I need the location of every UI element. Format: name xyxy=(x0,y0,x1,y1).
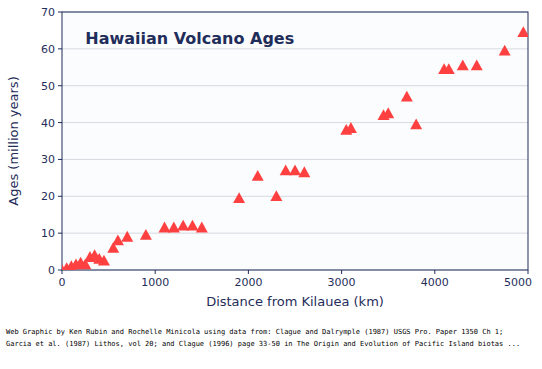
tick-label: 30 xyxy=(41,153,55,166)
x-axis-label: Distance from Kilauea (km) xyxy=(206,294,384,309)
tick-mark xyxy=(58,270,62,271)
tick-label: 20 xyxy=(41,190,55,203)
point xyxy=(517,26,528,37)
tick-mark xyxy=(58,12,62,13)
point xyxy=(499,45,511,56)
tick-mark xyxy=(58,233,62,234)
grid-line xyxy=(62,196,528,197)
tick-label: 50 xyxy=(41,80,55,93)
tick-label: 3000 xyxy=(328,276,356,289)
point xyxy=(457,59,469,70)
caption: Web Graphic by Ken Rubin and Rochelle Mi… xyxy=(6,328,503,336)
point xyxy=(382,107,394,118)
point xyxy=(410,118,422,129)
point xyxy=(280,164,292,175)
point xyxy=(401,91,413,102)
tick-mark xyxy=(58,159,62,160)
grid-line xyxy=(62,159,528,160)
tick-mark xyxy=(434,270,435,274)
point xyxy=(289,164,301,175)
tick-label: 70 xyxy=(41,6,55,19)
point xyxy=(233,192,245,203)
point xyxy=(471,59,483,70)
point xyxy=(345,122,357,133)
point xyxy=(98,255,110,266)
tick-mark xyxy=(58,48,62,49)
grid-line xyxy=(62,233,528,234)
tick-mark xyxy=(155,270,156,274)
point xyxy=(196,222,208,233)
point xyxy=(177,220,189,231)
plot-area xyxy=(62,12,528,270)
tick-label: 0 xyxy=(48,264,55,277)
title: Hawaiian Volcano Ages xyxy=(85,29,294,48)
point xyxy=(159,222,171,233)
grid-line xyxy=(62,48,528,49)
tick-mark xyxy=(62,270,63,274)
tick-label: 4000 xyxy=(421,276,449,289)
tick-mark xyxy=(248,270,249,274)
point xyxy=(168,222,180,233)
tick-mark xyxy=(528,270,529,274)
tick-label: 5000 xyxy=(504,276,532,289)
tick-mark xyxy=(58,85,62,86)
point xyxy=(186,220,198,231)
y-axis-label: Ages (million years) xyxy=(6,76,21,205)
tick-label: 40 xyxy=(41,117,55,130)
tick-mark xyxy=(58,122,62,123)
plot-frame xyxy=(62,12,528,270)
point xyxy=(112,235,124,246)
point xyxy=(121,231,133,242)
grid-line xyxy=(62,85,528,86)
point xyxy=(252,170,264,181)
grid-line xyxy=(62,122,528,123)
tick-label: 2000 xyxy=(234,276,262,289)
point xyxy=(140,229,152,240)
point xyxy=(270,190,282,201)
tick-label: 1000 xyxy=(141,276,169,289)
points xyxy=(62,26,528,270)
point xyxy=(298,166,310,177)
tick-label: 0 xyxy=(59,276,66,289)
tick-mark xyxy=(341,270,342,274)
point xyxy=(443,63,455,74)
caption: Garcia et al. (1987) Lithos, vol 20; and… xyxy=(6,340,520,348)
tick-mark xyxy=(58,196,62,197)
tick-label: 10 xyxy=(41,227,55,240)
chart: 0 10 20 30 40 50 60 70 0 1000 2000 3000 4000 5000 Hawa… xyxy=(0,0,542,369)
tick-label: 60 xyxy=(41,43,55,56)
